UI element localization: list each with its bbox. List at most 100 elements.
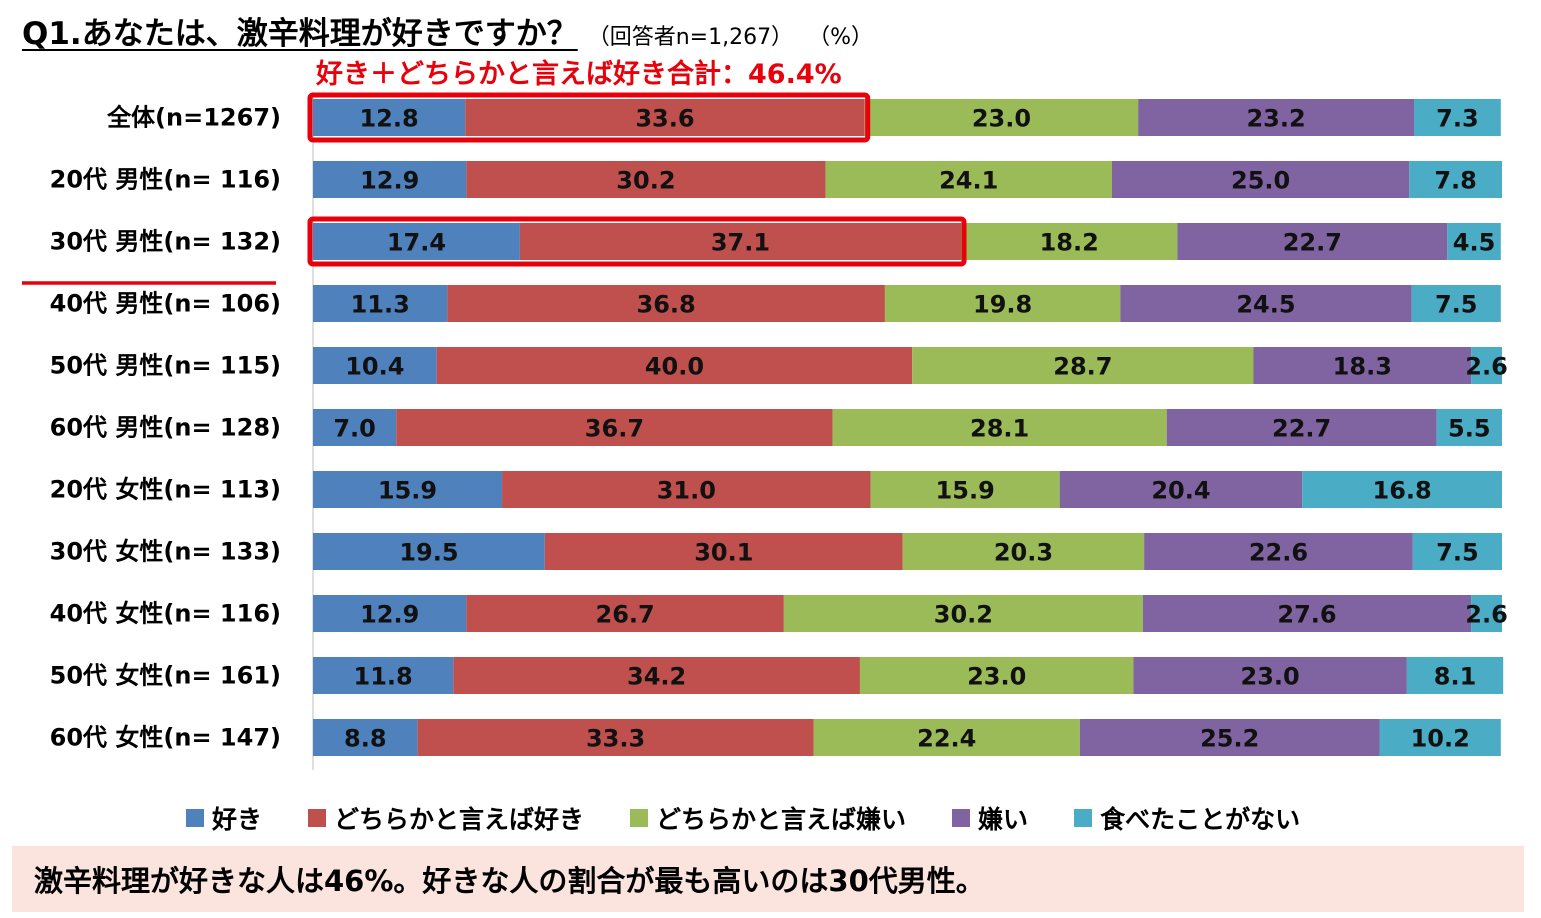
data-label: 30.1 [694,539,753,567]
data-label: 20.3 [994,539,1053,567]
legend-swatch [1074,809,1093,827]
data-label: 24.5 [1236,291,1295,319]
bar-segment [1120,285,1412,322]
category-label: 50代 女性(n= 161) [50,662,281,690]
data-label: 2.6 [1465,353,1508,381]
category-label: 20代 女性(n= 113) [50,476,281,504]
data-label: 23.2 [1246,105,1305,133]
data-label: 7.5 [1435,291,1478,319]
data-label: 36.7 [585,415,644,443]
category-label: 30代 男性(n= 132) [50,228,281,256]
data-label: 36.8 [637,291,696,319]
bar-segment [1133,657,1407,694]
legend-label: 嫌い [978,805,1029,834]
data-label: 17.4 [387,229,446,257]
data-label: 23.0 [972,105,1031,133]
legend-label: どちらかと言えば好き [334,805,585,834]
bar-segment [313,719,418,756]
bar-segment [1166,409,1437,446]
bar-segment [1447,223,1501,260]
bar-segment [313,657,454,694]
data-label: 8.8 [344,725,387,753]
data-label: 37.1 [711,229,770,257]
category-label: 40代 男性(n= 106) [50,290,281,318]
bar-segment [453,657,860,694]
category-label: 60代 女性(n= 147) [50,724,281,752]
data-label: 7.5 [1436,539,1479,567]
data-label: 7.3 [1436,105,1479,133]
bar-segment [313,161,467,198]
bar-row: 60代 女性(n= 147) 8.8 33.3 22.4 25.2 10.2 [50,719,1501,756]
bar-segment [436,347,913,384]
data-label: 31.0 [657,477,716,505]
bar-segment [313,409,397,446]
data-label: 20.4 [1151,477,1210,505]
bar-segment [1471,595,1502,632]
legend-item: どちらかと言えば嫌い [630,800,906,836]
data-label: 25.2 [1200,725,1259,753]
bar-segment [519,223,962,260]
bar-segment [1471,347,1502,384]
bar-row: 20代 女性(n= 113) 15.9 31.0 15.9 20.4 16.8 [50,471,1502,508]
bar-segment [864,99,1139,136]
legend-label: 食べたことがない [1100,805,1301,834]
legend-swatch [630,809,649,827]
legend-swatch [952,809,971,827]
bar-segment [912,347,1254,384]
data-label: 30.2 [616,167,675,195]
data-label: 19.8 [973,291,1032,319]
data-label: 8.1 [1434,663,1477,691]
data-label: 4.5 [1453,229,1496,257]
data-label: 33.3 [586,725,645,753]
bar-segment [313,223,520,260]
bar-segment [1406,657,1504,694]
bar-segment [832,409,1167,446]
data-label: 18.3 [1333,353,1392,381]
data-label: 12.9 [360,167,419,195]
data-label: 22.6 [1249,539,1308,567]
data-label: 25.0 [1231,167,1290,195]
data-label: 30.2 [934,601,993,629]
data-label: 11.3 [351,291,410,319]
data-label: 12.9 [360,601,419,629]
bar-segment [1412,533,1502,570]
bar-segment [783,595,1143,632]
chart-unit: （%） [819,25,873,50]
bar-segment [447,285,885,322]
data-label: 27.6 [1277,601,1336,629]
summary-box: 激辛料理が好きな人は46%。好きな人の割合が最も高いのは30代男性。 [12,846,1524,912]
legend-item: 好き [186,800,262,836]
category-label: 60代 男性(n= 128) [50,414,281,442]
bar-row: 40代 男性(n= 106) 11.3 36.8 19.8 24.5 7.5 [50,285,1501,322]
bar-segment [902,533,1145,570]
data-label: 22.7 [1283,229,1342,257]
data-label: 23.0 [967,663,1026,691]
data-label: 18.2 [1040,229,1099,257]
data-label: 10.4 [345,353,404,381]
chart-title-row: Q1.あなたは、激辛料理が好きですか？ （回答者n=1,267） （%） [22,8,873,53]
bar-segment [1414,99,1501,136]
data-label: 19.5 [399,539,458,567]
chart-title: Q1.あなたは、激辛料理が好きですか？ [22,16,578,52]
bar-row: 全体(n=1267) 12.8 33.6 23.0 23.2 7.3 [106,92,1501,143]
bar-segment [813,719,1080,756]
bar-segment [870,471,1060,508]
bar-row: 40代 女性(n= 116) 12.9 26.7 30.2 27.6 2.6 [50,595,1508,632]
data-label: 23.0 [1241,663,1300,691]
total-like-label: 好き＋どちらかと言えば好き合計：46.4% [316,59,842,90]
legend-label: 好き [212,805,263,834]
legend-swatch [186,809,204,827]
bar-segment [1302,471,1502,508]
bar-segment [313,533,545,570]
data-label: 34.2 [627,663,686,691]
legend-item: 嫌い [952,800,1028,836]
bar-segment [396,409,833,446]
data-label: 10.2 [1411,725,1470,753]
bar-segment [1144,533,1413,570]
bar-segment [1079,719,1380,756]
bar-segment [313,99,466,136]
data-label: 15.9 [936,477,995,505]
bar-row: 30代 男性(n= 132) 17.4 37.1 18.2 22.7 4.5 [22,216,1501,285]
data-label: 7.0 [333,415,376,443]
data-label: 16.8 [1373,477,1432,505]
